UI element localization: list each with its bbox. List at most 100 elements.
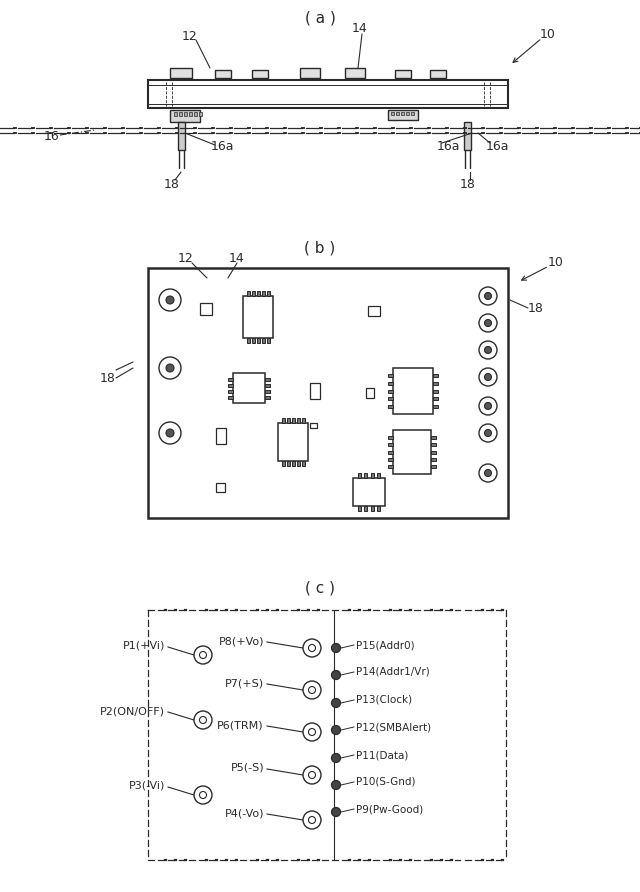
Text: 10: 10	[548, 255, 564, 268]
Bar	[178, 122, 185, 150]
Bar	[262, 338, 264, 343]
Bar	[243, 296, 273, 338]
Bar	[296, 461, 300, 466]
Bar	[396, 112, 399, 115]
Bar	[301, 418, 305, 423]
Bar	[431, 436, 436, 439]
Bar	[216, 428, 226, 444]
Bar	[246, 291, 250, 296]
Bar	[358, 506, 361, 511]
Circle shape	[303, 811, 321, 829]
Circle shape	[484, 402, 492, 409]
Circle shape	[332, 671, 340, 680]
Bar	[377, 506, 380, 511]
Bar	[252, 70, 268, 78]
Text: P10(S-Gnd): P10(S-Gnd)	[356, 777, 415, 787]
Bar	[433, 397, 438, 401]
Bar	[388, 374, 393, 377]
Bar	[228, 395, 233, 399]
Bar	[291, 418, 294, 423]
Text: ( a ): ( a )	[305, 11, 335, 26]
Bar	[430, 70, 446, 78]
Circle shape	[308, 687, 316, 693]
Circle shape	[479, 341, 497, 359]
Text: 16: 16	[44, 130, 60, 144]
Circle shape	[332, 807, 340, 816]
Bar	[252, 338, 255, 343]
Bar	[257, 291, 259, 296]
Bar	[433, 374, 438, 377]
Text: P7(+S): P7(+S)	[225, 678, 264, 688]
Bar	[391, 112, 394, 115]
Text: P2(ON/OFF): P2(ON/OFF)	[100, 706, 165, 716]
Bar	[291, 461, 294, 466]
Bar	[148, 268, 508, 518]
Text: 16a: 16a	[211, 141, 234, 153]
Text: P4(-Vo): P4(-Vo)	[225, 808, 264, 818]
Bar	[393, 430, 431, 474]
Bar	[364, 506, 367, 511]
Bar	[366, 388, 374, 398]
Circle shape	[166, 296, 174, 304]
Circle shape	[484, 346, 492, 353]
Text: P11(Data): P11(Data)	[356, 750, 408, 760]
Text: P9(Pw-Good): P9(Pw-Good)	[356, 804, 423, 814]
Bar	[395, 70, 411, 78]
Bar	[179, 112, 182, 116]
Circle shape	[479, 314, 497, 332]
Text: P1(+Vi): P1(+Vi)	[123, 641, 165, 651]
Bar	[282, 461, 285, 466]
Bar	[233, 373, 265, 403]
Bar	[228, 384, 233, 386]
Circle shape	[484, 469, 492, 476]
Bar	[246, 338, 250, 343]
Bar	[368, 306, 380, 316]
Circle shape	[159, 357, 181, 379]
Circle shape	[308, 729, 316, 736]
Text: 14: 14	[229, 252, 245, 265]
Bar	[431, 465, 436, 468]
Bar	[265, 390, 270, 392]
Bar	[388, 390, 393, 392]
Circle shape	[159, 289, 181, 311]
Bar	[301, 461, 305, 466]
Bar	[388, 443, 393, 446]
Bar	[266, 291, 269, 296]
Bar	[257, 338, 259, 343]
Text: 18: 18	[164, 178, 180, 192]
Circle shape	[479, 464, 497, 482]
Circle shape	[166, 429, 174, 437]
Bar	[388, 110, 418, 120]
Circle shape	[308, 772, 316, 779]
Circle shape	[308, 645, 316, 651]
Bar	[265, 395, 270, 399]
Circle shape	[484, 430, 492, 436]
Bar	[464, 122, 471, 150]
Circle shape	[332, 643, 340, 653]
Text: ( b ): ( b )	[305, 241, 335, 255]
Bar	[388, 382, 393, 384]
Text: 12: 12	[178, 252, 194, 265]
Circle shape	[484, 319, 492, 326]
Text: P8(+Vo): P8(+Vo)	[218, 636, 264, 646]
Circle shape	[332, 698, 340, 707]
Text: P14(Addr1/Vr): P14(Addr1/Vr)	[356, 667, 429, 677]
Circle shape	[479, 397, 497, 415]
Bar	[353, 478, 385, 506]
Bar	[406, 112, 409, 115]
Text: P3(-Vi): P3(-Vi)	[129, 781, 165, 791]
Bar	[388, 450, 393, 453]
Text: ( c ): ( c )	[305, 581, 335, 596]
Bar	[388, 436, 393, 439]
Text: 12: 12	[182, 29, 198, 43]
Text: 14: 14	[352, 21, 368, 35]
Bar	[282, 418, 285, 423]
Bar	[345, 68, 365, 78]
Bar	[287, 461, 289, 466]
Circle shape	[484, 374, 492, 381]
Bar	[170, 110, 200, 122]
Bar	[411, 112, 414, 115]
Bar	[393, 368, 433, 414]
Bar	[215, 70, 231, 78]
Text: P12(SMBAlert): P12(SMBAlert)	[356, 722, 431, 732]
